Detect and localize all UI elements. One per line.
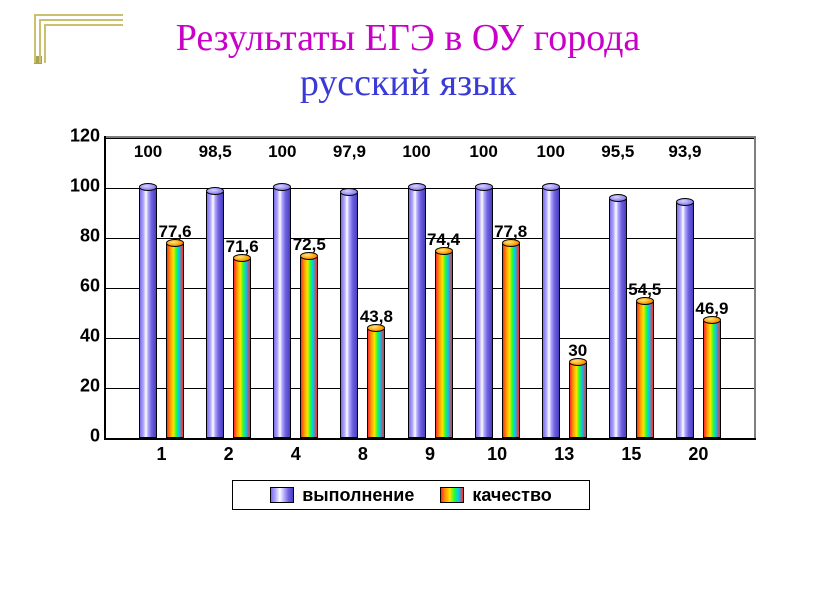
y-tick-label: 100 (56, 176, 100, 197)
value-label-vypolnenie: 93,9 (668, 142, 701, 162)
value-label-vypolnenie: 100 (134, 142, 162, 162)
bar-vypolnenie (408, 188, 426, 438)
gridline (106, 188, 754, 189)
bar-vypolnenie (273, 188, 291, 438)
value-label-vypolnenie: 100 (268, 142, 296, 162)
legend-swatch-b (440, 487, 464, 503)
bar-kachestvo (435, 252, 453, 438)
chart-legend: выполнение качество (232, 480, 590, 510)
bar-kachestvo (233, 259, 251, 438)
gridline (106, 338, 754, 339)
value-label-vypolnenie: 95,5 (601, 142, 634, 162)
legend-label-b: качество (472, 485, 551, 506)
value-label-vypolnenie: 97,9 (333, 142, 366, 162)
slide: Результаты ЕГЭ в ОУ города русский язык … (0, 0, 816, 613)
x-tick-label: 9 (425, 444, 435, 465)
bar-vypolnenie (139, 188, 157, 438)
y-tick-label: 80 (56, 226, 100, 247)
slide-title: Результаты ЕГЭ в ОУ города русский язык (0, 16, 816, 106)
y-tick-label: 40 (56, 326, 100, 347)
value-label-kachestvo: 74,4 (427, 230, 460, 250)
value-label-kachestvo: 30 (568, 341, 587, 361)
results-chart: 020406080100120 10077,698,571,610072,597… (56, 122, 760, 516)
x-tick-label: 10 (487, 444, 507, 465)
value-label-kachestvo: 71,6 (226, 237, 259, 257)
bar-vypolnenie (475, 188, 493, 438)
gridline (106, 388, 754, 389)
value-label-kachestvo: 43,8 (360, 307, 393, 327)
bar-vypolnenie (340, 193, 358, 438)
y-tick-label: 0 (56, 426, 100, 447)
bar-kachestvo (367, 329, 385, 439)
value-label-kachestvo: 72,5 (293, 235, 326, 255)
bar-kachestvo (502, 244, 520, 439)
title-line-1: Результаты ЕГЭ в ОУ города (0, 16, 816, 61)
value-label-vypolnenie: 100 (402, 142, 430, 162)
value-label-vypolnenie: 98,5 (199, 142, 232, 162)
bar-kachestvo (166, 244, 184, 438)
x-tick-label: 2 (224, 444, 234, 465)
bar-kachestvo (569, 363, 587, 438)
gridline (106, 138, 754, 139)
bar-vypolnenie (542, 188, 560, 438)
x-axis-labels: 1 2 4 8 9 10 13 15 20 (106, 444, 754, 472)
value-label-kachestvo: 46,9 (695, 299, 728, 319)
y-tick-label: 20 (56, 376, 100, 397)
bar-vypolnenie (206, 192, 224, 438)
title-line-2: русский язык (0, 61, 816, 106)
y-tick-label: 120 (56, 126, 100, 147)
value-label-vypolnenie: 100 (469, 142, 497, 162)
x-tick-label: 4 (291, 444, 301, 465)
y-tick-label: 60 (56, 276, 100, 297)
bar-kachestvo (636, 302, 654, 438)
legend-label-a: выполнение (302, 485, 414, 506)
bar-vypolnenie (609, 199, 627, 438)
x-tick-label: 15 (621, 444, 641, 465)
legend-swatch-a (270, 487, 294, 503)
x-tick-label: 1 (157, 444, 167, 465)
bar-kachestvo (300, 257, 318, 438)
x-tick-label: 8 (358, 444, 368, 465)
value-label-vypolnenie: 100 (537, 142, 565, 162)
x-tick-label: 13 (554, 444, 574, 465)
x-tick-label: 20 (688, 444, 708, 465)
plot-area: 100 77,6 98,5 71,6 100 72,5 97,9 43,8 100 74,4 100… (106, 136, 756, 438)
value-label-kachestvo: 77,6 (159, 222, 192, 242)
value-label-kachestvo: 77,8 (494, 222, 527, 242)
value-label-kachestvo: 54,5 (628, 280, 661, 300)
